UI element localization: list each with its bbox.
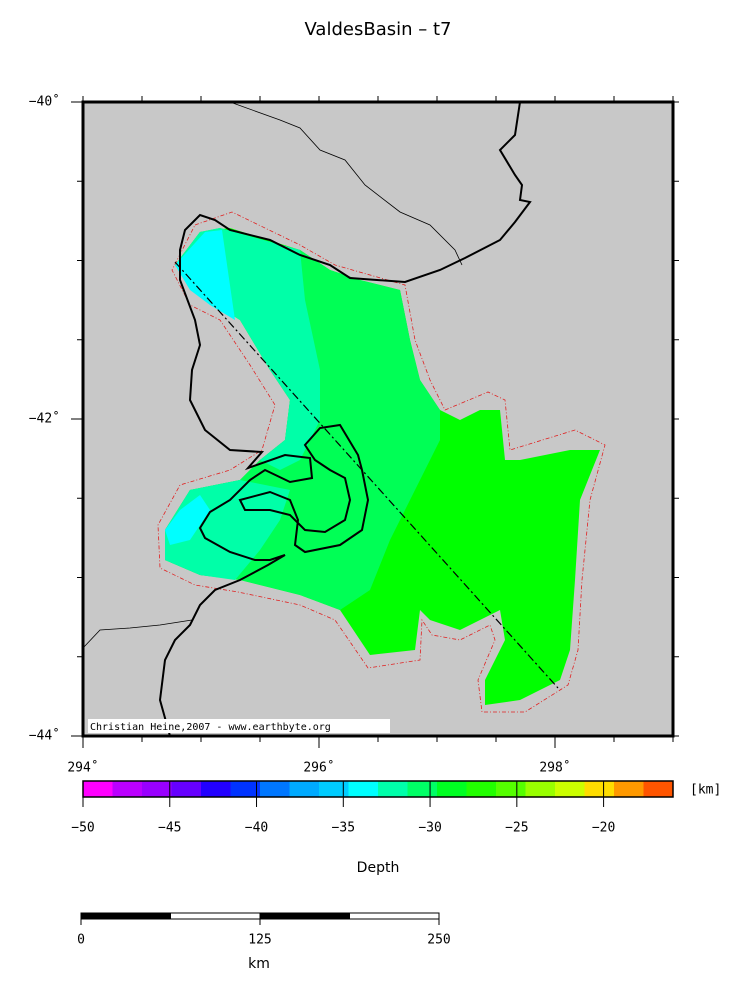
title: ValdesBasin – t7 (305, 19, 452, 40)
colorbar-tick-label: −30 (418, 821, 441, 836)
colorbar-tick-label: −35 (332, 821, 355, 836)
colorbar-swatch (112, 781, 142, 797)
colorbar-swatch (201, 781, 231, 797)
colorbar-swatch (496, 781, 526, 797)
lat-tick-label: −42˚ (29, 411, 60, 427)
credit-box (88, 719, 390, 733)
depth-field (165, 228, 320, 580)
colorbar-tick-label: −25 (505, 821, 528, 836)
colorbar-swatch (83, 781, 113, 797)
colorbar-swatch (378, 781, 408, 797)
map: Christian Heine,2007 - www.earthbyte.org (81, 100, 675, 738)
lon-tick-label: 294˚ (67, 760, 98, 776)
coastline (238, 423, 370, 554)
scalebar-segment (259, 912, 350, 920)
colorbar-tick-label: −50 (71, 821, 94, 836)
lat-tick-label: −40˚ (29, 94, 60, 110)
colorbar-swatch (555, 781, 585, 797)
scalebar-tick-label: 250 (427, 933, 450, 948)
colorbar-swatch (319, 781, 349, 797)
colorbar-swatch (614, 781, 644, 797)
colorbar-swatch (260, 781, 290, 797)
lat-tick-label: −44˚ (29, 728, 60, 744)
scalebar-tick-label: 0 (77, 933, 85, 948)
coastline (158, 101, 532, 737)
colorbar-swatch (466, 781, 496, 797)
colorbar-label: Depth (357, 860, 400, 876)
lon-tick-label: 296˚ (303, 760, 334, 776)
colorbar-swatch (584, 781, 614, 797)
colorbar-swatch (289, 781, 319, 797)
scalebar-segment (170, 912, 261, 920)
colorbar-swatch (407, 781, 437, 797)
lon-tick-label: 298˚ (539, 760, 570, 776)
coastline (82, 101, 463, 649)
colorbar-swatch (525, 781, 555, 797)
colorbar-unit: [km] (690, 783, 721, 798)
colorbar-tick-label: −20 (592, 821, 615, 836)
colorbar-tick-label: −45 (158, 821, 181, 836)
basin-outline (157, 211, 606, 713)
scalebar-unit: km (248, 956, 270, 972)
depth-field (165, 230, 235, 545)
scalebar-tick-label: 125 (248, 933, 271, 948)
colorbar-swatch (142, 781, 172, 797)
colorbar-swatch (643, 781, 673, 797)
colorbar-swatch (348, 781, 378, 797)
colorbar-swatch (171, 781, 201, 797)
scalebar-segment (349, 912, 440, 920)
credit: Christian Heine,2007 - www.earthbyte.org (90, 722, 331, 733)
colorbar-swatch (437, 781, 467, 797)
colorbar-tick-label: −40 (245, 821, 268, 836)
colorbar-swatch (230, 781, 260, 797)
scalebar-segment (80, 912, 171, 920)
